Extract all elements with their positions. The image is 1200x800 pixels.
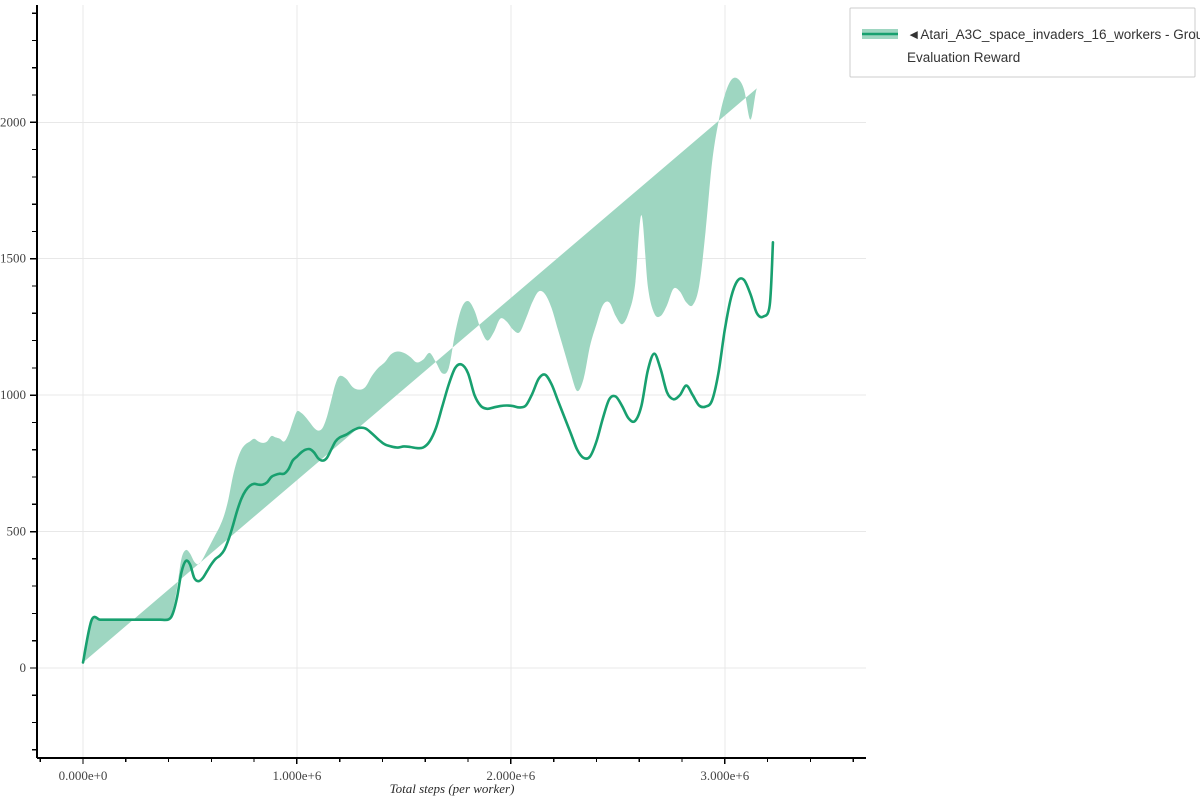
y-gridlines bbox=[37, 121, 866, 669]
confidence-band bbox=[83, 77, 757, 663]
x-axis-title: Total steps (per worker) bbox=[390, 781, 515, 796]
y-tick-label: 0 bbox=[20, 660, 27, 675]
y-axis-tick-labels: 0 500 1000 1500 2000 bbox=[0, 114, 26, 675]
x-axis-tick-labels: 0.000e+0 1.000e+6 2.000e+6 3.000e+6 bbox=[59, 768, 750, 783]
y-tick-label: 1500 bbox=[0, 251, 26, 266]
x-tick-label: 1.000e+6 bbox=[273, 768, 322, 783]
y-tick-label: 1000 bbox=[0, 387, 26, 402]
legend-entry-line-1[interactable]: ◄Atari_A3C_space_invaders_16_workers - G… bbox=[907, 27, 1200, 42]
x-tick-label: 2.000e+6 bbox=[486, 768, 535, 783]
plot-area-background bbox=[37, 5, 866, 758]
legend-entry-line-2[interactable]: Evaluation Reward bbox=[907, 50, 1020, 65]
x-tick-label: 0.000e+0 bbox=[59, 768, 108, 783]
x-tick-label: 3.000e+6 bbox=[700, 768, 749, 783]
x-gridlines bbox=[82, 5, 726, 758]
x-axis-ticks bbox=[39, 758, 854, 764]
mean-line bbox=[81, 241, 775, 664]
y-tick-label: 500 bbox=[7, 524, 27, 539]
series-group bbox=[81, 77, 775, 664]
y-axis-ticks bbox=[30, 12, 37, 751]
legend[interactable]: ◄Atari_A3C_space_invaders_16_workers - G… bbox=[849, 7, 1200, 78]
y-tick-label: 2000 bbox=[0, 114, 26, 129]
legend-background bbox=[849, 7, 1196, 78]
